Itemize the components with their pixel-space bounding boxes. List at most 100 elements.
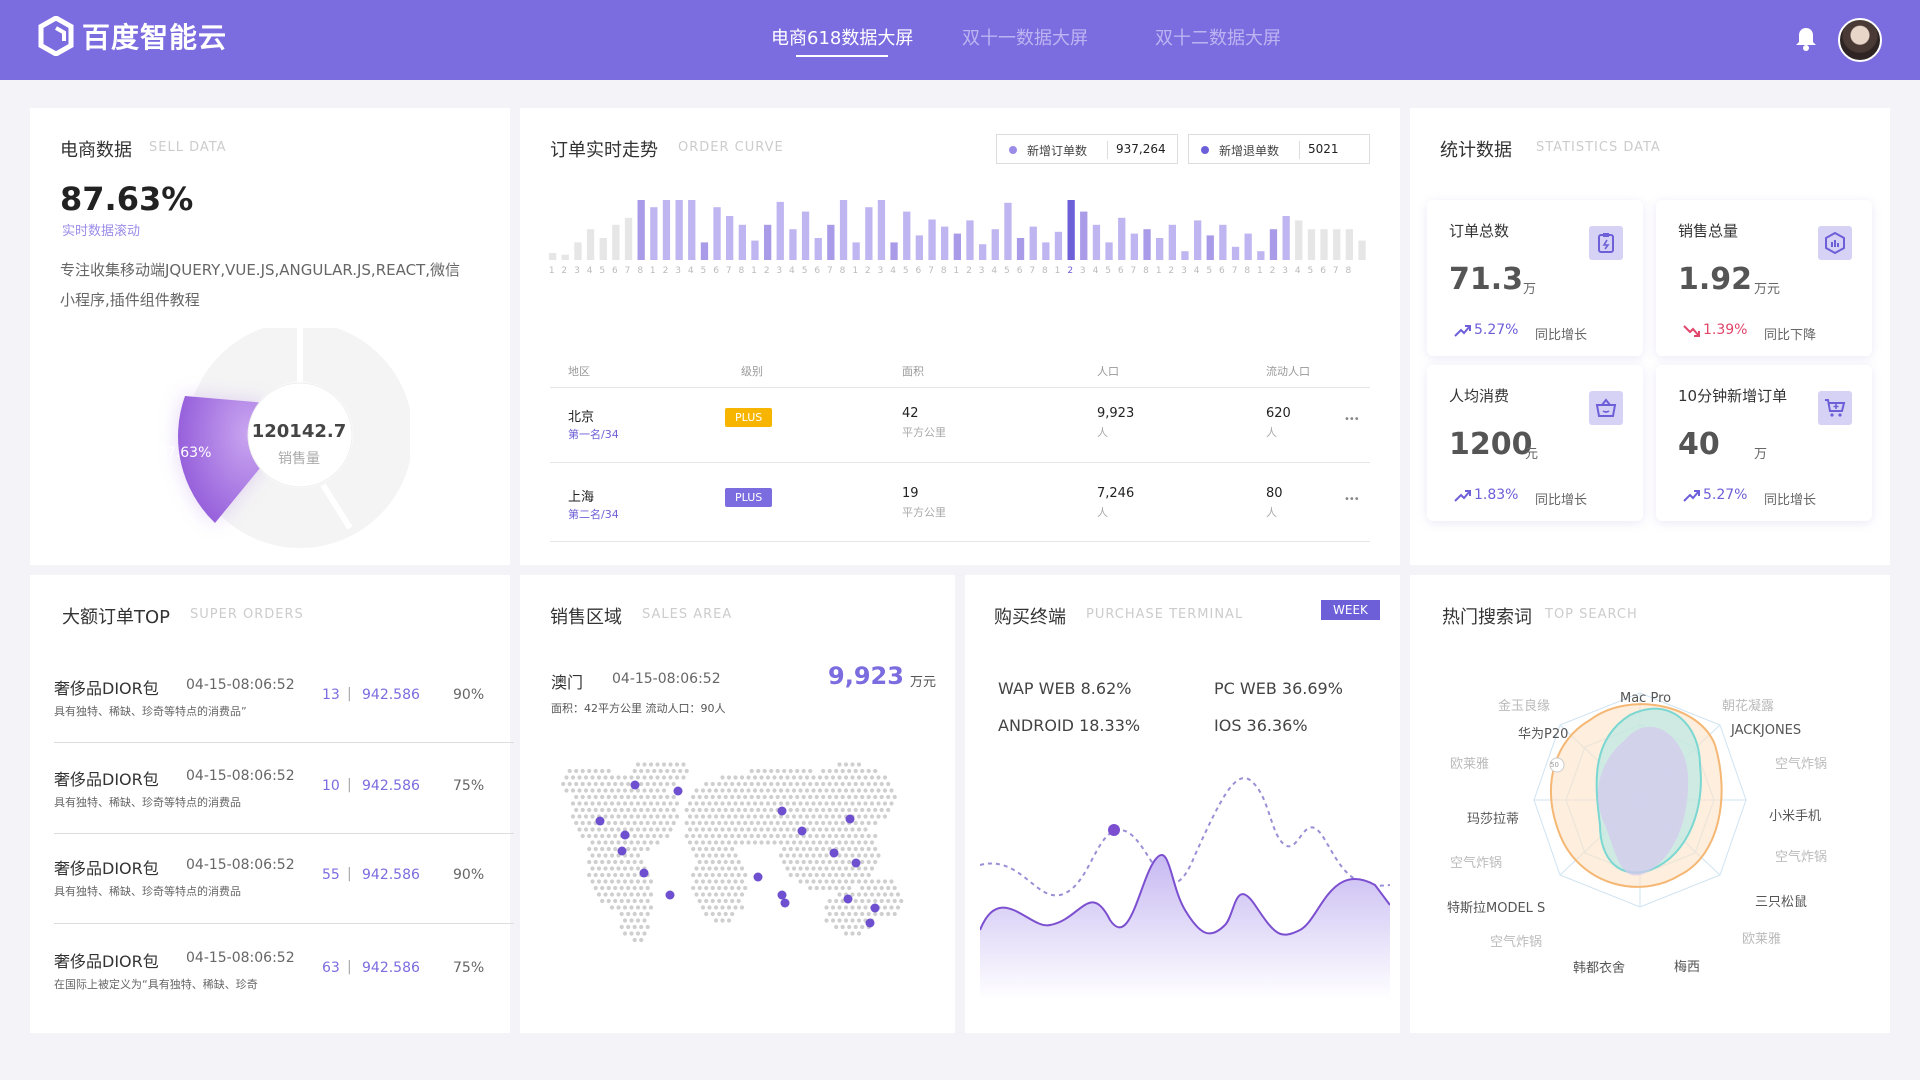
- map-dot: [765, 827, 771, 832]
- map-dot: [788, 846, 793, 852]
- tab-618[interactable]: 电商618数据大屏: [771, 24, 913, 57]
- search-term[interactable]: 玛莎拉蒂: [1467, 812, 1520, 827]
- search-term[interactable]: 空气炸锅: [1450, 856, 1503, 871]
- map-dot: [697, 807, 702, 813]
- map-dot: [873, 781, 878, 787]
- search-term[interactable]: 特斯拉MODEL S: [1447, 901, 1546, 916]
- avatar[interactable]: [1838, 18, 1882, 62]
- search-term[interactable]: 华为P20: [1518, 727, 1569, 742]
- bell-icon[interactable]: [1795, 26, 1817, 52]
- map-dot: [622, 866, 628, 871]
- series-area: [980, 855, 1390, 1000]
- map-dot: [580, 794, 585, 800]
- terminal-stat: ANDROID 18.33%: [998, 716, 1141, 735]
- trend-up-icon: [1454, 325, 1471, 337]
- map-dot: [658, 781, 663, 787]
- search-term[interactable]: 韩都衣舍: [1573, 961, 1626, 976]
- map-marker[interactable]: [617, 846, 627, 856]
- map-dot: [791, 827, 797, 832]
- map-marker[interactable]: [595, 816, 605, 826]
- map-dot: [590, 840, 595, 845]
- map-marker[interactable]: [843, 894, 853, 904]
- map-marker[interactable]: [673, 786, 683, 796]
- map-marker[interactable]: [845, 814, 855, 824]
- search-term[interactable]: 朝花凝露: [1722, 699, 1775, 714]
- stat-card-per-capita[interactable]: 人均消费 1200 元 1.83% 同比增长: [1427, 365, 1643, 521]
- map-dot: [707, 788, 712, 793]
- map-dot: [713, 788, 719, 793]
- map-marker[interactable]: [639, 868, 649, 878]
- bar: [1118, 217, 1126, 260]
- map-dot: [811, 879, 816, 884]
- more-icon[interactable]: •••: [1344, 414, 1360, 425]
- map-dot: [632, 885, 637, 891]
- map-dot: [652, 781, 657, 787]
- map-dot: [785, 840, 790, 845]
- map-dot: [863, 853, 868, 858]
- tab-double-12[interactable]: 双十二数据大屏: [1155, 28, 1281, 49]
- map-dot: [759, 814, 764, 819]
- map-dot: [593, 794, 598, 800]
- map-dot: [785, 788, 790, 793]
- more-icon[interactable]: •••: [1344, 494, 1360, 505]
- search-term[interactable]: 小米手机: [1769, 809, 1822, 824]
- search-term[interactable]: 欧莱雅: [1450, 757, 1490, 772]
- map-dot: [704, 820, 709, 826]
- search-term[interactable]: 空气炸锅: [1490, 935, 1543, 950]
- map-dot: [639, 911, 644, 917]
- map-dot: [652, 820, 657, 826]
- super-orders-panel: 大额订单TOP SUPER ORDERS 奢侈品DIOR包 04-15-08:0…: [30, 575, 514, 1033]
- stat-compare: 同比增长: [1535, 328, 1588, 343]
- trend-down-icon: [1683, 325, 1700, 337]
- search-term[interactable]: 欧莱雅: [1742, 932, 1782, 947]
- map-dot: [876, 853, 881, 858]
- map-dot: [626, 885, 631, 891]
- map-dot: [791, 866, 797, 871]
- map-marker[interactable]: [797, 826, 807, 836]
- map-dot: [739, 879, 745, 884]
- legend-refund-orders[interactable]: 新增退单数 5021: [1188, 134, 1370, 164]
- tab-double-11[interactable]: 双十一数据大屏: [962, 28, 1088, 49]
- map-dot: [609, 788, 615, 793]
- search-term[interactable]: 金玉良缘: [1498, 699, 1551, 714]
- map-marker[interactable]: [665, 890, 675, 900]
- map-marker[interactable]: [870, 903, 880, 913]
- search-term[interactable]: 空气炸锅: [1775, 757, 1828, 772]
- map-marker[interactable]: [777, 806, 787, 816]
- stat-card-orders[interactable]: 订单总数 71.3 万 5.27% 同比增长: [1427, 200, 1643, 356]
- map-dot: [603, 814, 608, 819]
- logo[interactable]: 百度智能云: [38, 16, 227, 56]
- bar: [1054, 231, 1063, 260]
- stat-card-new-orders[interactable]: 10分钟新增订单 40 万 5.27% 同比增长: [1656, 365, 1872, 521]
- search-term[interactable]: 空气炸锅: [1775, 850, 1828, 865]
- statistics-panel: 统计数据 STATISTICS DATA 订单总数 71.3 万 5.27% 同…: [1410, 108, 1890, 565]
- map-marker[interactable]: [780, 898, 790, 908]
- map-marker[interactable]: [865, 918, 875, 928]
- search-term[interactable]: Mac Pro: [1620, 691, 1672, 706]
- bar: [1345, 229, 1353, 260]
- week-badge[interactable]: WEEK: [1321, 600, 1380, 620]
- separator: |: [347, 777, 352, 793]
- map-marker[interactable]: [829, 848, 839, 858]
- stat-card-sales[interactable]: 销售总量 1.92 万元 1.39% 同比下降: [1656, 200, 1872, 356]
- search-term[interactable]: 梅西: [1674, 960, 1701, 975]
- map-dot: [655, 827, 660, 832]
- panel-subtitle: PURCHASE TERMINAL: [1086, 607, 1244, 622]
- map-marker[interactable]: [620, 830, 630, 840]
- legend-new-orders[interactable]: 新增订单数 937,264: [996, 134, 1178, 164]
- map-marker[interactable]: [851, 858, 861, 868]
- map-dot: [840, 872, 845, 878]
- bar: [738, 224, 746, 260]
- map-dot: [801, 781, 806, 787]
- search-term[interactable]: JACKJONES: [1731, 723, 1802, 738]
- map-dot: [648, 892, 654, 897]
- search-term[interactable]: 三只松鼠: [1755, 895, 1808, 910]
- map-marker[interactable]: [753, 872, 763, 882]
- area-unit: 平方公里: [902, 426, 946, 439]
- map-dot: [863, 814, 868, 819]
- x-tick-label: 5: [1004, 266, 1010, 276]
- map-marker[interactable]: [630, 780, 640, 790]
- map-marker[interactable]: [777, 890, 787, 900]
- map-dot: [600, 794, 605, 800]
- map-dot: [587, 768, 592, 774]
